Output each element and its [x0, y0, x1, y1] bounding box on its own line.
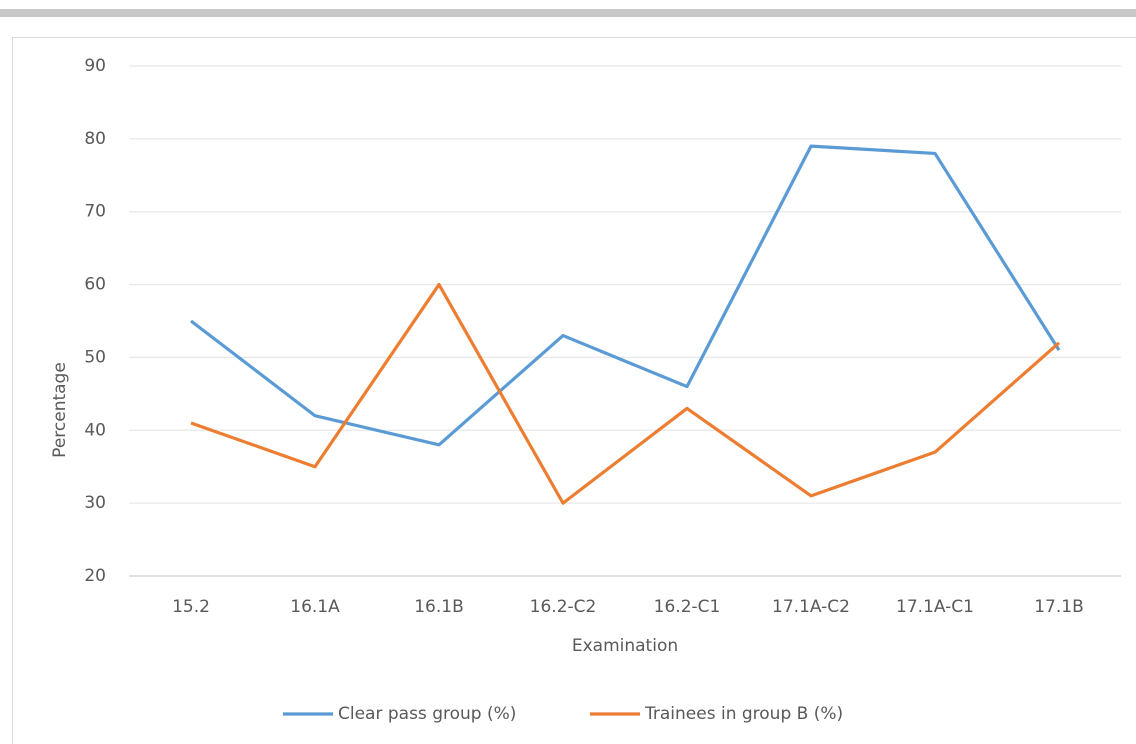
legend-label: Trainees in group B (%) — [644, 704, 843, 724]
x-tick-label: 16.1B — [414, 597, 464, 617]
series-line — [190, 144, 1061, 447]
x-tick-label: 15.2 — [172, 597, 210, 617]
y-axis-title: Percentage — [50, 362, 70, 458]
y-tick-label: 40 — [84, 420, 106, 440]
x-tick-label: 16.1A — [290, 597, 340, 617]
x-tick-label: 16.2-C2 — [530, 597, 597, 617]
legend-label: Clear pass group (%) — [338, 704, 516, 724]
y-tick-label: 30 — [84, 493, 106, 513]
top-bar — [0, 9, 1136, 17]
y-tick-label: 90 — [84, 56, 106, 76]
y-tick-label: 50 — [84, 347, 106, 367]
x-axis-title: Examination — [572, 636, 678, 656]
y-tick-label: 60 — [84, 275, 106, 295]
series-line — [190, 282, 1061, 505]
y-tick-label: 70 — [84, 202, 106, 222]
chart-frame — [12, 37, 1136, 744]
y-tick-label: 80 — [84, 129, 106, 149]
x-tick-label: 17.1A-C1 — [896, 597, 974, 617]
y-tick-label: 20 — [84, 566, 106, 586]
x-tick-label: 17.1A-C2 — [772, 597, 850, 617]
x-tick-label: 17.1B — [1034, 597, 1084, 617]
x-tick-label: 16.2-C1 — [654, 597, 721, 617]
